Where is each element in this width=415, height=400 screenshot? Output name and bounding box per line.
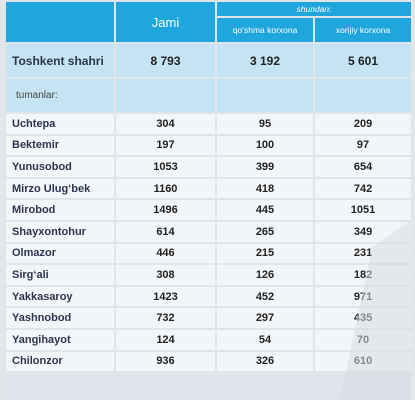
table-row: Shayxontohur 614 265 349 xyxy=(6,221,412,242)
section-empty-cell xyxy=(315,79,412,112)
row-qoshma: 418 xyxy=(217,178,313,199)
row-name: Yashnobod xyxy=(6,308,114,328)
table-row: Bektemir 197 100 97 xyxy=(6,135,412,156)
row-name: Olmazor xyxy=(6,243,114,264)
row-jami: 304 xyxy=(116,114,215,134)
row-qoshma: 452 xyxy=(217,286,313,307)
row-jami: 936 xyxy=(116,351,215,372)
row-name: Sirg‘ali xyxy=(6,265,114,285)
row-xorijiy: 654 xyxy=(315,157,412,177)
table-row: Yangihayot 124 54 70 xyxy=(6,329,412,350)
row-jami: 1496 xyxy=(116,200,215,220)
header-jami: Jami xyxy=(116,2,215,42)
row-xorijiy: 97 xyxy=(315,135,412,156)
row-jami: 614 xyxy=(116,221,215,242)
header-xorijiy: xorijiy korxona xyxy=(315,18,412,42)
row-jami: 1423 xyxy=(116,286,215,307)
row-jami: 1160 xyxy=(116,178,215,199)
row-qoshma: 126 xyxy=(217,265,313,285)
row-qoshma: 100 xyxy=(217,135,313,156)
section-empty-cell xyxy=(217,79,313,112)
row-jami: 124 xyxy=(116,329,215,350)
row-name: Shayxontohur xyxy=(6,221,114,242)
row-qoshma: 399 xyxy=(217,157,313,177)
table-row: Sirg‘ali 308 126 182 xyxy=(6,265,412,285)
row-xorijiy: 971 xyxy=(315,286,412,307)
table-row: Yunusobod 1053 399 654 xyxy=(6,157,412,177)
row-jami: 197 xyxy=(116,135,215,156)
row-xorijiy: 610 xyxy=(315,351,412,372)
header-qoshma: qo‘shma korxona xyxy=(217,18,313,42)
row-name: Mirobod xyxy=(6,200,114,220)
header-blank-cell xyxy=(6,2,114,42)
row-qoshma: 297 xyxy=(217,308,313,328)
row-name: Uchtepa xyxy=(6,114,114,134)
table-row: Yashnobod 732 297 435 xyxy=(6,308,412,328)
row-name: Yakkasaroy xyxy=(6,286,114,307)
row-name: Yangihayot xyxy=(6,329,114,350)
row-name: Yunusobod xyxy=(6,157,114,177)
row-xorijiy: 742 xyxy=(315,178,412,199)
row-qoshma: 95 xyxy=(217,114,313,134)
row-jami: 1053 xyxy=(116,157,215,177)
row-qoshma: 445 xyxy=(217,200,313,220)
row-xorijiy: 209 xyxy=(315,114,412,134)
table-row: Yakkasaroy 1423 452 971 xyxy=(6,286,412,307)
total-row: Toshkent shahri 8 793 3 192 5 601 xyxy=(6,44,412,77)
row-xorijiy: 349 xyxy=(315,221,412,242)
row-qoshma: 54 xyxy=(217,329,313,350)
row-xorijiy: 182 xyxy=(315,265,412,285)
table-row: Chilonzor 936 326 610 xyxy=(6,351,412,372)
section-row: tumanlar: xyxy=(6,79,412,112)
section-label: tumanlar: xyxy=(6,79,114,112)
table-row: Mirobod 1496 445 1051 xyxy=(6,200,412,220)
table-row: Mirzo Ulug‘bek 1160 418 742 xyxy=(6,178,412,199)
total-qoshma: 3 192 xyxy=(217,44,313,77)
row-qoshma: 265 xyxy=(217,221,313,242)
row-jami: 732 xyxy=(116,308,215,328)
row-name: Chilonzor xyxy=(6,351,114,372)
row-name: Mirzo Ulug‘bek xyxy=(6,178,114,199)
table-row: Uchtepa 304 95 209 xyxy=(6,114,412,134)
table-row: Olmazor 446 215 231 xyxy=(6,243,412,264)
row-jami: 446 xyxy=(116,243,215,264)
row-xorijiy: 435 xyxy=(315,308,412,328)
row-xorijiy: 231 xyxy=(315,243,412,264)
row-qoshma: 326 xyxy=(217,351,313,372)
enterprises-table: Jami shundan: qo‘shma korxona xorijiy ko… xyxy=(4,0,413,373)
header-shundan-cell: shundan: xyxy=(217,2,412,16)
row-xorijiy: 1051 xyxy=(315,200,412,220)
header-shundan: shundan: xyxy=(296,4,332,14)
total-xorijiy: 5 601 xyxy=(315,44,412,77)
total-jami: 8 793 xyxy=(116,44,215,77)
row-xorijiy: 70 xyxy=(315,329,412,350)
total-name: Toshkent shahri xyxy=(6,44,114,77)
section-empty-cell xyxy=(116,79,215,112)
row-qoshma: 215 xyxy=(217,243,313,264)
row-name: Bektemir xyxy=(6,135,114,156)
row-jami: 308 xyxy=(116,265,215,285)
